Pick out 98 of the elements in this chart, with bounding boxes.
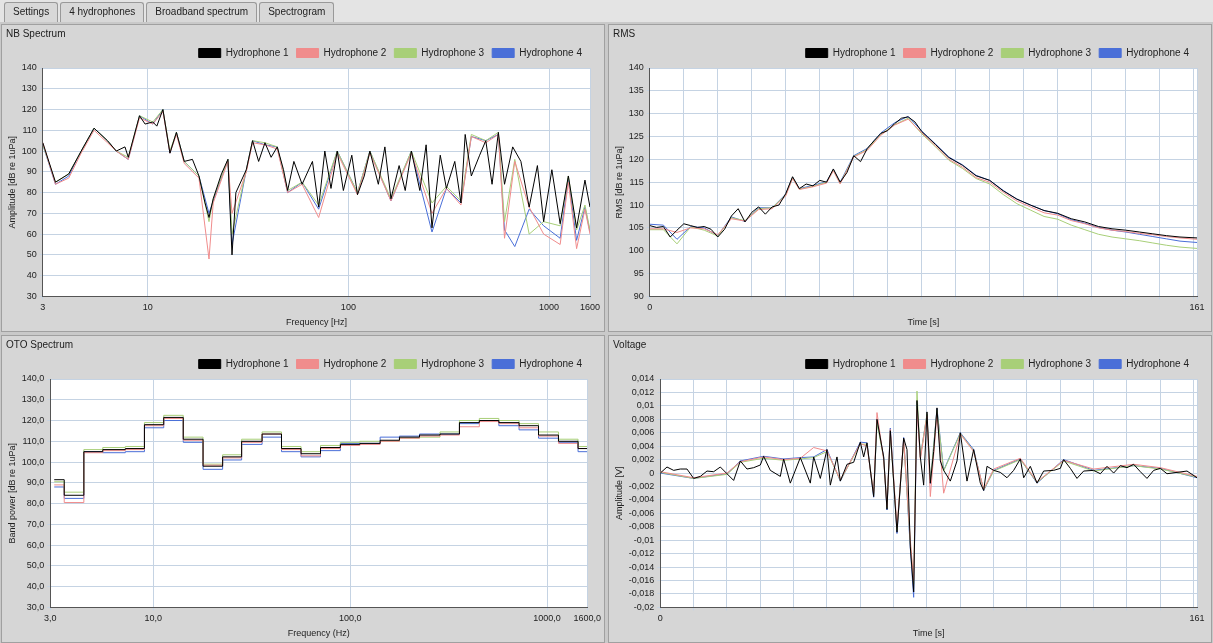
legend-label: Hydrophone 2 [930, 46, 994, 58]
x-tick-label: 1000 [539, 302, 560, 313]
legend-label: Hydrophone 1 [225, 357, 289, 369]
legend-label: Hydrophone 3 [421, 357, 485, 369]
legend-label: Hydrophone 1 [225, 46, 289, 58]
y-tick-label: 130,0 [21, 394, 45, 405]
y-tick-label: 50 [26, 249, 37, 260]
y-tick-label: 0,012 [631, 386, 655, 397]
y-tick-label: 100 [628, 245, 644, 256]
y-tick-label: 140 [21, 62, 37, 73]
y-tick-label: 0 [649, 467, 655, 478]
y-tick-label: 0,002 [631, 454, 655, 465]
x-tick-label: 3 [40, 302, 46, 313]
x-tick-label: 10 [142, 302, 153, 313]
x-tick-label: 161 [1189, 302, 1205, 313]
chart-title: OTO Spectrum [6, 338, 74, 350]
x-tick-label: 10,0 [144, 613, 163, 624]
y-tick-label: 30,0 [26, 601, 45, 612]
x-axis-title: Time [s] [907, 317, 940, 328]
legend-label: Hydrophone 4 [1126, 357, 1190, 369]
y-tick-label: 95 [633, 268, 644, 279]
x-tick-label: 3,0 [44, 613, 57, 624]
y-tick-label: 130 [628, 108, 644, 119]
y-tick-label: 100,0 [21, 456, 45, 467]
text: Broadband spectrum [146, 2, 258, 22]
x-tick-label: 100,0 [338, 613, 362, 624]
y-tick-label: 140,0 [21, 373, 45, 384]
y-tick-label: 80,0 [26, 498, 45, 509]
y-tick-label: 0,004 [631, 440, 655, 451]
y-tick-label: -0,004 [628, 494, 655, 505]
y-tick-label: 60,0 [26, 539, 45, 550]
y-tick-label: -0,018 [628, 588, 655, 599]
y-tick-label: 130 [21, 83, 37, 94]
chart-title: Voltage [613, 338, 647, 350]
y-tick-label: 0,014 [631, 373, 655, 384]
legend-label: Hydrophone 3 [1028, 46, 1092, 58]
text: 4 hydrophones [60, 2, 145, 22]
y-tick-label: 40 [26, 270, 37, 281]
y-tick-label: 60 [26, 228, 37, 239]
x-tick-label: 0 [657, 613, 663, 624]
y-tick-label: 100 [21, 145, 37, 156]
chart-title: RMS [613, 27, 636, 39]
y-tick-label: -0,012 [628, 548, 655, 559]
y-tick-label: 115 [629, 176, 644, 187]
x-tick-label: 1000,0 [533, 613, 561, 624]
y-tick-label: 105 [628, 222, 644, 233]
y-tick-label: -0,002 [628, 480, 655, 491]
y-axis-title: RMS [dB re 1uPa] [613, 145, 624, 219]
y-tick-label: 30 [26, 290, 37, 301]
y-tick-label: 0,006 [631, 427, 655, 438]
legend-label: Hydrophone 1 [832, 46, 896, 58]
y-tick-label: 135 [628, 85, 644, 96]
y-axis-title: Amplitude [V] [613, 466, 624, 520]
y-tick-label: 0,008 [631, 413, 655, 424]
y-tick-label: 90,0 [26, 477, 45, 488]
y-tick-label: -0,01 [633, 534, 655, 545]
chart-title: NB Spectrum [6, 27, 66, 39]
y-tick-label: -0,02 [633, 601, 655, 612]
x-tick-label: 100 [340, 302, 356, 313]
y-tick-label: 70,0 [26, 518, 45, 529]
y-tick-label: -0,014 [628, 561, 655, 572]
y-tick-label: 120,0 [21, 415, 45, 426]
legend-label: Hydrophone 4 [519, 357, 583, 369]
y-tick-label: -0,006 [628, 507, 655, 518]
y-tick-label: 110 [629, 199, 644, 210]
legend-label: Hydrophone 3 [1028, 357, 1092, 369]
y-tick-label: 90 [26, 166, 37, 177]
y-tick-label: 90 [633, 290, 644, 301]
legend-label: Hydrophone 4 [519, 46, 583, 58]
text: Spectrogram [259, 2, 335, 22]
x-tick-label: 1600 [579, 302, 601, 313]
legend-label: Hydrophone 3 [421, 46, 485, 58]
text: Settings [4, 2, 59, 22]
y-tick-label: 120 [21, 104, 37, 115]
legend-label: Hydrophone 2 [930, 357, 994, 369]
y-tick-label: 140 [628, 62, 644, 73]
x-tick-label: 161 [1189, 613, 1205, 624]
legend-label: Hydrophone 4 [1126, 46, 1190, 58]
y-tick-label: 0,01 [636, 400, 655, 411]
x-axis-title: Frequency [Hz] [285, 317, 347, 328]
y-tick-label: 40,0 [26, 581, 45, 592]
y-tick-label: 70 [26, 207, 37, 218]
x-tick-label: 1600,0 [573, 613, 601, 624]
legend-label: Hydrophone 2 [323, 357, 387, 369]
y-tick-label: -0,008 [628, 521, 655, 532]
y-axis-title: Band power [dB re 1uPa] [6, 442, 17, 544]
y-tick-label: 110,0 [22, 435, 45, 446]
y-tick-label: 50,0 [26, 560, 45, 571]
y-axis-title: Amplitude [dB re 1uPa] [6, 135, 17, 229]
x-axis-title: Time [s] [912, 628, 945, 639]
x-axis-title: Frequency (Hz) [287, 628, 350, 639]
legend-label: Hydrophone 2 [323, 46, 387, 58]
legend-label: Hydrophone 1 [832, 357, 896, 369]
y-tick-label: 125 [628, 131, 644, 141]
y-tick-label: -0,016 [628, 575, 655, 586]
y-tick-label: 80 [26, 187, 37, 198]
y-tick-label: 110 [22, 124, 37, 135]
y-tick-label: 120 [628, 153, 644, 164]
